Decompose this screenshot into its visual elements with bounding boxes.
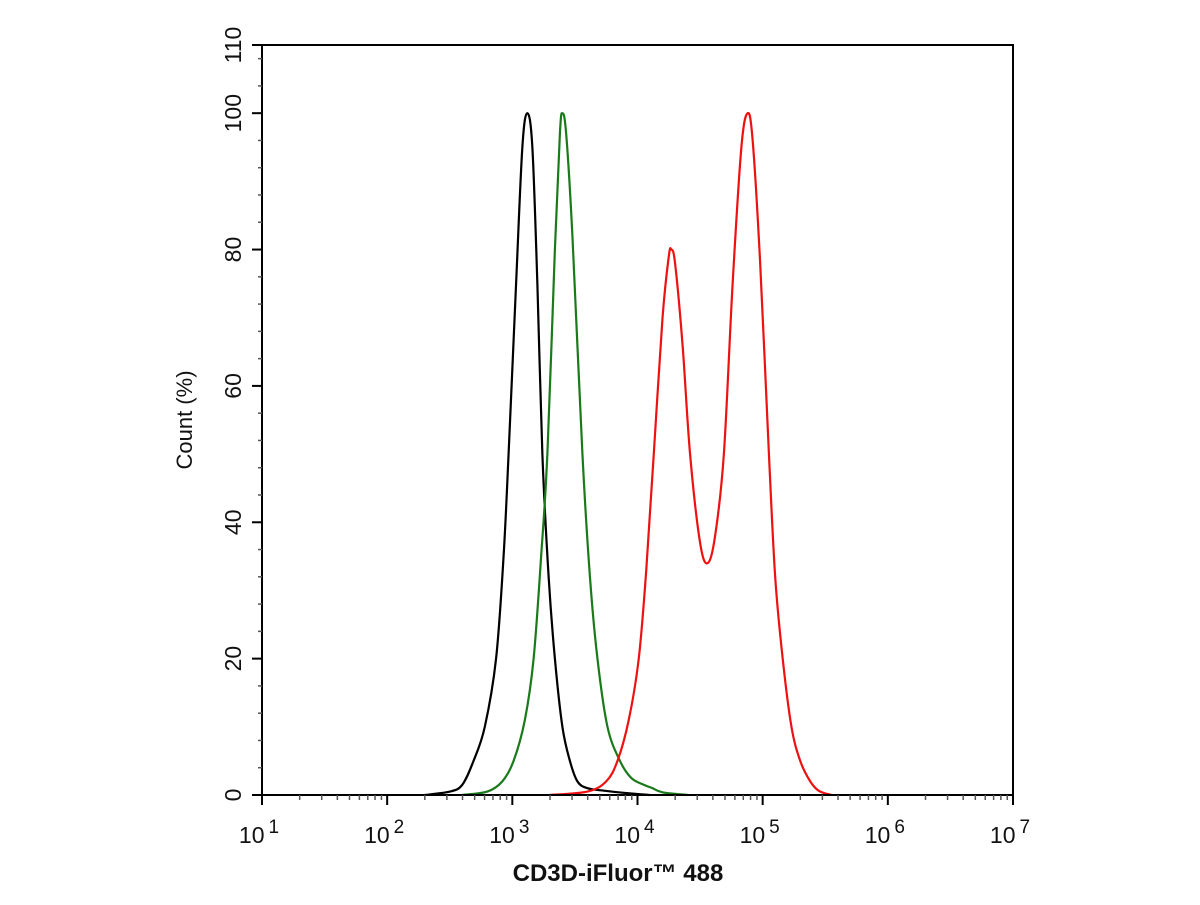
x-tick-label: 10 1 [239,817,279,848]
y-tick-label: 80 [220,237,246,263]
y-axis: 0 20 40 60 80 100 110 [220,27,262,802]
x-tick-label: 10 4 [614,817,655,848]
x-tick-label: 10 6 [865,817,905,848]
y-axis-label: Count (%) [172,370,197,469]
x-axis: 10 1 10 2 10 3 10 4 10 5 10 6 10 7 [239,795,1030,848]
y-tick-label: 110 [220,27,246,64]
x-tick-label: 10 5 [740,817,780,848]
x-axis-label: CD3D-iFluor™ 488 [513,860,724,887]
y-tick-label: 100 [220,94,246,132]
curves [424,111,832,797]
y-tick-label: 20 [220,646,246,672]
series-red-line [549,111,832,797]
x-tick-label: 10 7 [990,817,1030,848]
series-green-line [462,112,688,797]
plot-frame [261,44,1014,796]
x-tick-label: 10 2 [364,817,404,848]
y-tick-label: 60 [220,373,246,399]
y-tick-label: 0 [220,789,246,802]
x-tick-label: 10 3 [489,817,529,848]
series-black-line [424,112,651,797]
y-tick-label: 40 [220,509,246,535]
